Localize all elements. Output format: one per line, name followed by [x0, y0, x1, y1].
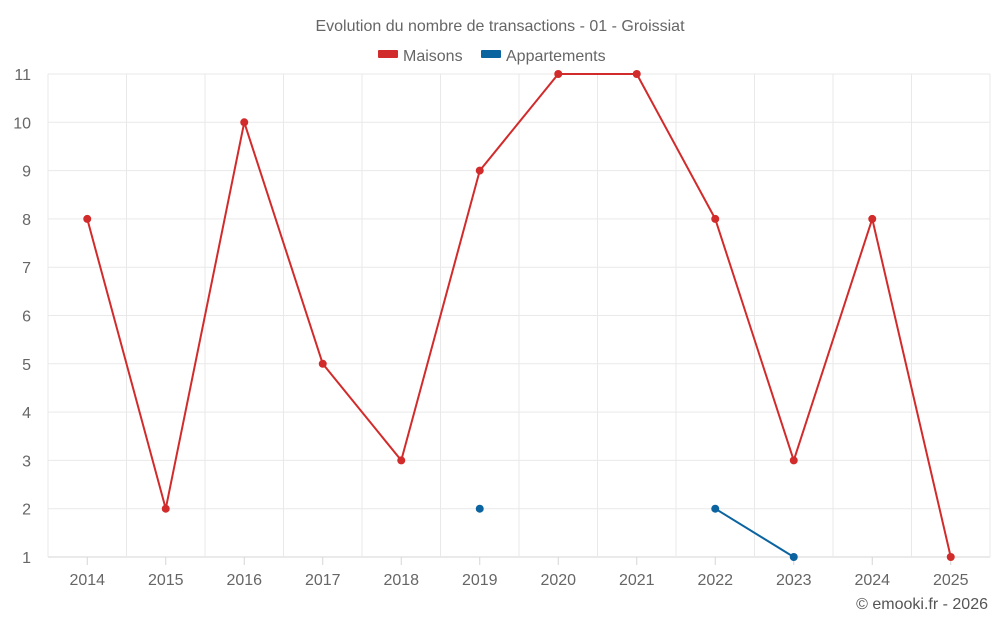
data-point-maisons-2017[interactable]: [318, 359, 327, 368]
x-tick-label: 2021: [619, 572, 655, 589]
y-tick-label: 1: [22, 550, 31, 567]
data-point-maisons-2015[interactable]: [161, 504, 170, 513]
x-tick-label: 2014: [69, 572, 105, 589]
chart-title: Evolution du nombre de transactions - 01…: [315, 18, 685, 35]
x-tick-label: 2018: [383, 572, 419, 589]
x-tick-label: 2015: [148, 572, 184, 589]
series-line-maisons: [86, 73, 952, 558]
legend-label-maisons[interactable]: Maisons: [403, 48, 463, 65]
y-tick-label: 4: [22, 405, 31, 422]
y-tick-label: 11: [14, 67, 31, 84]
data-point-maisons-2022[interactable]: [711, 214, 720, 223]
credit-text: © emooki.fr - 2026: [856, 596, 988, 613]
data-point-maisons-2020[interactable]: [554, 70, 563, 78]
legend-swatch-appartements[interactable]: [481, 50, 501, 58]
y-tick-label: 10: [13, 115, 31, 132]
series-layer: [83, 70, 955, 561]
data-point-maisons-2025[interactable]: [946, 553, 955, 561]
x-tick-label: 2019: [462, 572, 498, 589]
data-point-appartements-2019[interactable]: [475, 504, 484, 513]
x-tick-label: 2020: [540, 572, 576, 589]
y-axis: 1 2 3 4 5 6 7 8 9 10 11: [13, 67, 31, 567]
y-tick-label: 8: [22, 212, 31, 229]
y-tick-label: 3: [22, 453, 31, 470]
legend[interactable]: Maisons Appartements: [378, 48, 606, 65]
x-tick-label: 2017: [305, 572, 341, 589]
y-tick-label: 7: [22, 260, 31, 277]
data-point-maisons-2018[interactable]: [397, 456, 406, 465]
grid: [47, 73, 991, 558]
x-tick-label: 2023: [776, 572, 812, 589]
data-point-appartements-2023[interactable]: [789, 553, 798, 561]
data-point-maisons-2024[interactable]: [868, 214, 877, 223]
data-point-maisons-2019[interactable]: [475, 166, 484, 175]
x-tick-label: 2022: [697, 572, 733, 589]
legend-label-appartements[interactable]: Appartements: [506, 48, 606, 65]
data-point-maisons-2014[interactable]: [83, 214, 92, 223]
x-tick-label: 2024: [854, 572, 890, 589]
legend-swatch-maisons[interactable]: [378, 50, 398, 58]
data-point-maisons-2023[interactable]: [789, 456, 798, 465]
x-axis: 2014 2015 2016 2017 2018 2019 2020 2021 2022 2023…: [69, 557, 969, 589]
data-point-maisons-2021[interactable]: [632, 70, 641, 78]
y-tick-label: 9: [22, 164, 31, 181]
x-tick-label: 2016: [226, 572, 262, 589]
data-point-appartements-2022[interactable]: [711, 504, 720, 513]
series-line-appartements: [714, 507, 795, 558]
y-tick-label: 6: [22, 309, 31, 326]
y-tick-label: 5: [22, 357, 31, 374]
x-tick-label: 2025: [933, 572, 969, 589]
data-point-maisons-2016[interactable]: [240, 118, 249, 127]
y-tick-label: 2: [22, 502, 31, 519]
